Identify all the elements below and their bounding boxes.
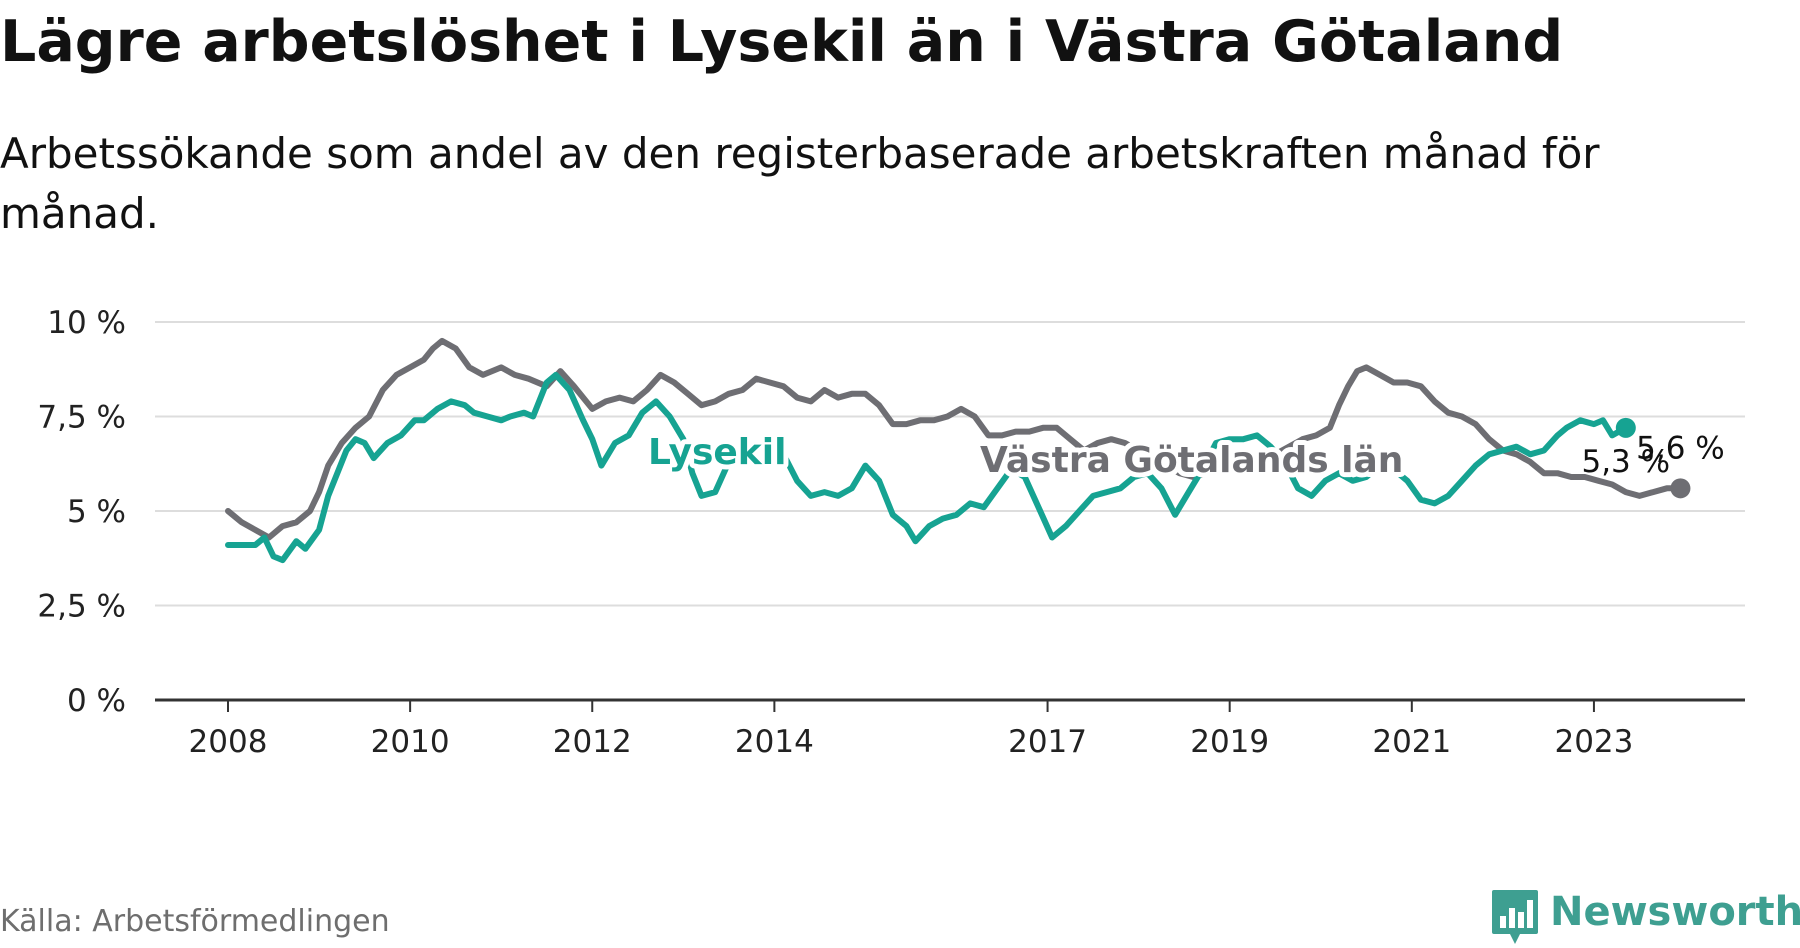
y-tick-label: 5 % [67,494,126,530]
series-line-vastra_gotaland [225,337,1684,541]
y-tick-label: 2,5 % [37,589,126,625]
series-layer [225,337,1691,564]
x-tick-label: 2012 [553,724,632,760]
y-tick-label: 7,5 % [37,400,126,436]
end-value-label-vastra_gotaland: 5,6 % [1636,430,1725,466]
grid-layer [155,321,1745,607]
chart-subtitle: Arbetssökande som andel av den registerb… [0,129,1600,238]
y-tick-label: 10 % [47,305,126,341]
series-label-vastra_gotaland: Västra Götalands län [980,440,1403,481]
series-label-lysekil: Lysekil [648,432,786,473]
source-note: Källa: Arbetsförmedlingen [0,904,390,939]
x-tick-label: 2014 [735,724,814,760]
x-tick-label: 2019 [1190,724,1269,760]
label-layer: Västra Götalands län 5,6 % Lysekil 5,3 % [643,427,1725,486]
series-end-marker-vastra_gotaland [1670,478,1691,499]
y-tick-label: 0 % [67,683,126,719]
x-tick-label: 2023 [1554,724,1633,760]
newsworthy-bars-icon [1492,890,1538,944]
line-chart: 0 % 2,5 % 5 % 7,5 % 10 % 2008 2010 2012 2014 2017… [37,305,1745,760]
series-line-lysekil [225,371,1629,564]
end-value-label-lysekil: 5,3 % [1581,444,1670,480]
series-end-marker-lysekil [1615,417,1636,438]
x-tick-label: 2008 [189,724,268,760]
newsworthy-logo[interactable]: Newsworthy [1490,884,1800,946]
x-tick-label: 2017 [1008,724,1087,760]
chart-title: Lägre arbetslöshet i Lysekil än i Västra… [0,9,1564,75]
axis-layer: 0 % 2,5 % 5 % 7,5 % 10 % 2008 2010 2012 2014 2017… [37,305,1745,760]
brand-name: Newsworthy [1550,889,1800,935]
x-tick-label: 2021 [1372,724,1451,760]
x-tick-label: 2010 [371,724,450,760]
